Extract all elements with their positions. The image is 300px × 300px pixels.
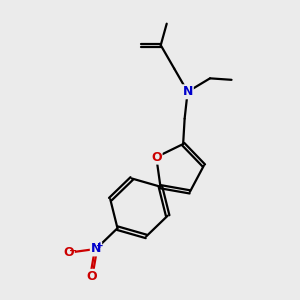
Text: N: N [91, 242, 101, 255]
Text: N: N [182, 85, 193, 98]
Text: +: + [96, 241, 104, 250]
Text: −: − [69, 246, 77, 256]
Text: O: O [63, 246, 74, 259]
Text: O: O [86, 270, 97, 283]
Text: O: O [151, 151, 162, 164]
